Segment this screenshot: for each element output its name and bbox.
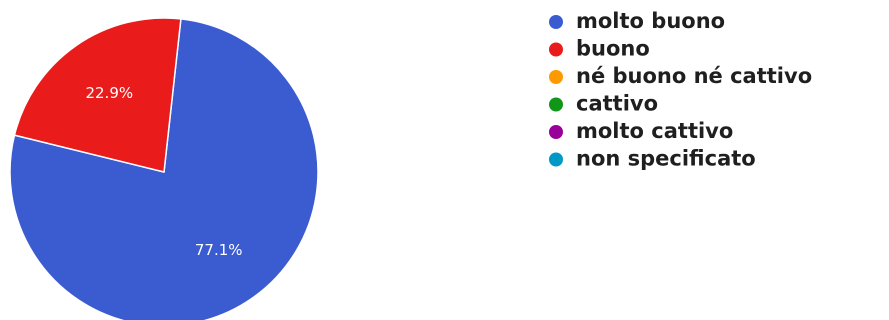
legend-label-molto-cattivo: molto cattivo (576, 119, 733, 143)
pie-slice-buono (13, 17, 182, 173)
legend-label-molto-buono: molto buono (576, 9, 725, 33)
legend-swatch-buono (549, 42, 563, 57)
legend-swatch-ne-buono-ne-cattivo (549, 70, 563, 84)
legend-label-buono: buono (576, 37, 650, 61)
pie-slice-label-molto-buono: 77.1% (195, 241, 243, 259)
pie-slice-molto-buono (9, 18, 319, 320)
legend: molto buono buono né buono né cattivo catti… (549, 9, 812, 171)
pie-slice-label-buono: 22.9% (85, 84, 133, 102)
legend-label-cattivo: cattivo (576, 92, 658, 116)
legend-swatch-molto-cattivo (549, 125, 563, 139)
pie-slice-labels: 77.1% 22.9% (85, 84, 242, 259)
legend-swatch-molto-buono (549, 15, 563, 29)
legend-swatch-non-specificato (549, 152, 563, 167)
legend-label-ne-buono-ne-cattivo: né buono né cattivo (576, 64, 812, 88)
legend-swatch-cattivo (549, 97, 563, 112)
pie-slices (9, 17, 319, 320)
legend-label-non-specificato: non specificato (576, 147, 756, 171)
